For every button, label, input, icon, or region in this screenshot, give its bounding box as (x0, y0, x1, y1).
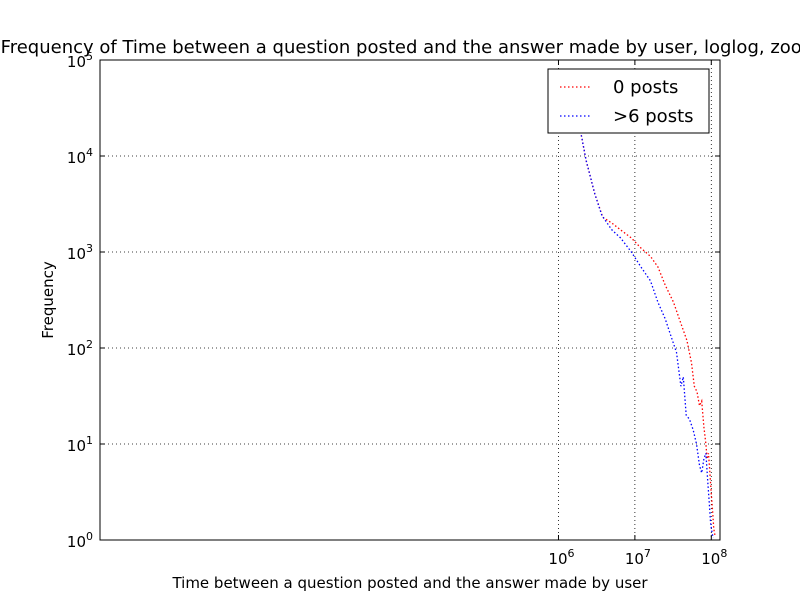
chart-title: Frequency of Time between a question pos… (1, 37, 800, 58)
x-tick-label: 106 (548, 547, 574, 568)
y-tick-label: 102 (67, 338, 93, 359)
y-tick-label: 100 (67, 530, 93, 551)
x-tick-label: 107 (625, 547, 651, 568)
series-lines (571, 69, 716, 539)
y-tick-label: 105 (67, 50, 93, 71)
series-line-0 (571, 69, 716, 537)
plot-frame (99, 59, 721, 541)
x-axis-label: Time between a question posted and the a… (171, 574, 648, 592)
y-tick-label: 101 (67, 434, 93, 455)
legend-box (547, 68, 710, 134)
y-tick-label: 104 (67, 146, 93, 167)
legend-label-0-posts: 0 posts (613, 77, 678, 98)
axis-ticks: 100 101 102 103 104 105 106 107 108 (67, 50, 727, 568)
legend: 0 posts >6 posts (547, 68, 710, 134)
series-line-1 (571, 69, 714, 539)
y-axis-label: Frequency (39, 261, 57, 339)
y-tick-label: 103 (67, 242, 93, 263)
legend-label-6-posts: >6 posts (613, 106, 694, 127)
x-tick-label: 108 (701, 547, 727, 568)
